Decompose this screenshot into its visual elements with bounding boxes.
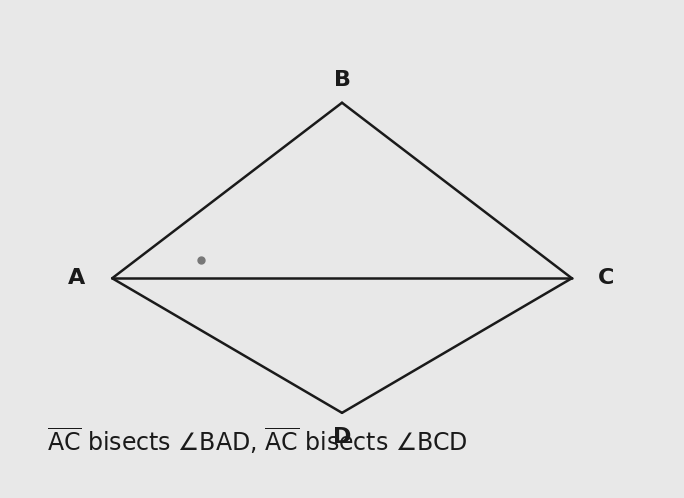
Text: C: C (598, 268, 614, 288)
Text: D: D (333, 427, 351, 447)
Text: A: A (68, 268, 85, 288)
Text: B: B (334, 71, 350, 91)
Point (196, 255, 207, 263)
Text: $\overline{\mathregular{AC}}$ bisects $\angle$BAD, $\overline{\mathregular{AC}}$: $\overline{\mathregular{AC}}$ bisects $\… (47, 425, 467, 456)
